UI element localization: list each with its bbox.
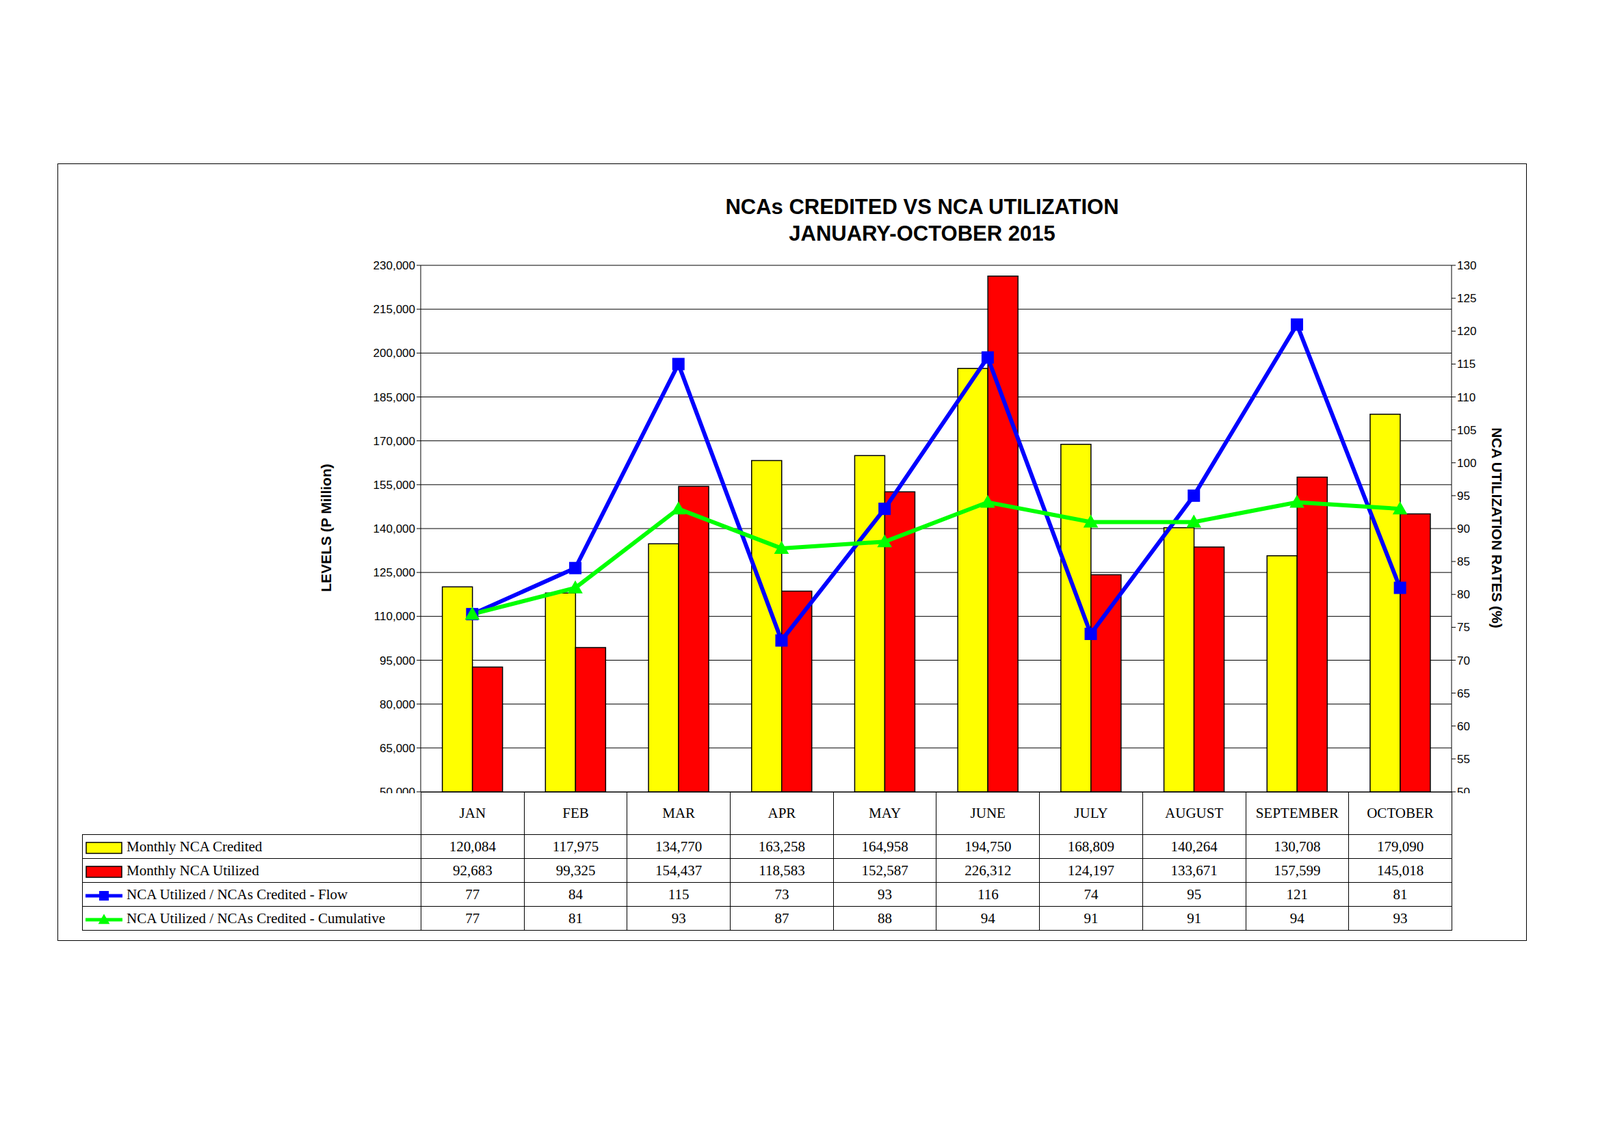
html-text:118,583: 118,583 <box>758 862 805 879</box>
html-text:JUNE: JUNE <box>970 805 1006 822</box>
html-text:163,258: 163,258 <box>758 838 806 855</box>
html-text:95: 95 <box>1186 886 1202 903</box>
html-text:81: 81 <box>1393 886 1408 903</box>
html-text:APR: APR <box>767 805 796 822</box>
svg-text:55: 55 <box>1457 753 1471 767</box>
html-text:JULY: JULY <box>1074 805 1108 822</box>
html-text:226,312: 226,312 <box>964 862 1012 879</box>
html-text:130,708: 130,708 <box>1273 838 1321 855</box>
html-text:Monthly NCA Credited: Monthly NCA Credited <box>126 838 263 855</box>
svg-text:60: 60 <box>1457 720 1471 734</box>
html-text:120,084: 120,084 <box>449 838 496 855</box>
html-text:JAN: JAN <box>459 805 486 822</box>
svg-text:230,000: 230,000 <box>373 259 416 273</box>
svg-text:115: 115 <box>1457 357 1476 371</box>
svg-text:170,000: 170,000 <box>373 435 416 449</box>
svg-text:80,000: 80,000 <box>379 698 416 712</box>
html-text:84: 84 <box>568 886 583 903</box>
html-text:91: 91 <box>1083 910 1099 927</box>
html-text:168,809: 168,809 <box>1067 838 1115 855</box>
html-text:MAR: MAR <box>662 805 696 822</box>
svg-text:70: 70 <box>1457 654 1471 668</box>
svg-text:105: 105 <box>1457 424 1477 438</box>
svg-text:120: 120 <box>1457 324 1477 338</box>
html-text:81: 81 <box>568 910 583 927</box>
svg-text:125: 125 <box>1457 292 1477 306</box>
html-text:NCA UTILIZATION RATES (%): NCA UTILIZATION RATES (%) <box>1489 427 1505 629</box>
html-text:LEVELS (P Million): LEVELS (P Million) <box>318 463 334 593</box>
svg-text:100: 100 <box>1457 456 1477 470</box>
svg-text:110: 110 <box>1457 391 1476 405</box>
svg-text:90: 90 <box>1457 522 1471 536</box>
html-text:117,975: 117,975 <box>552 838 599 855</box>
html-text:FEB: FEB <box>562 805 589 822</box>
svg-text:155,000: 155,000 <box>373 478 416 492</box>
svg-text:95: 95 <box>1457 489 1471 503</box>
html-text:92,683: 92,683 <box>452 862 493 879</box>
svg-text:80: 80 <box>1457 588 1471 602</box>
html-text:179,090: 179,090 <box>1376 838 1424 855</box>
svg-text:75: 75 <box>1457 621 1471 635</box>
html-text:91: 91 <box>1186 910 1202 927</box>
html-text:124,197: 124,197 <box>1067 862 1115 879</box>
html-text:NCA Utilized / NCAs Credited -: NCA Utilized / NCAs Credited - Cumulativ… <box>126 910 386 927</box>
html-text:OCTOBER: OCTOBER <box>1366 805 1434 822</box>
html-text:99,325: 99,325 <box>555 862 596 879</box>
html-text:NCA Utilized / NCAs Credited -: NCA Utilized / NCAs Credited - Flow <box>126 886 348 903</box>
svg-text:50: 50 <box>1457 785 1471 794</box>
svg-text:130: 130 <box>1457 259 1477 273</box>
svg-text:125,000: 125,000 <box>373 566 416 580</box>
html-text:115: 115 <box>668 886 690 903</box>
html-text:133,671: 133,671 <box>1170 862 1218 879</box>
html-text:157,599: 157,599 <box>1273 862 1321 879</box>
svg-text:95,000: 95,000 <box>379 654 416 668</box>
html-text:MAY: MAY <box>868 805 901 822</box>
html-text:Monthly NCA Utilized: Monthly NCA Utilized <box>126 862 260 879</box>
html-text:140,264: 140,264 <box>1170 838 1218 855</box>
html-text:77: 77 <box>465 886 480 903</box>
html-text:152,587: 152,587 <box>861 862 909 879</box>
html-text:164,958: 164,958 <box>861 838 909 855</box>
html-text:AUGUST: AUGUST <box>1165 805 1224 822</box>
svg-text:85: 85 <box>1457 555 1471 569</box>
html-text:JANUARY-OCTOBER 2015: JANUARY-OCTOBER 2015 <box>788 221 1056 246</box>
html-text:88: 88 <box>877 910 893 927</box>
html-text:116: 116 <box>977 886 999 903</box>
html-text:73: 73 <box>774 886 789 903</box>
svg-text:215,000: 215,000 <box>373 303 416 317</box>
html-text:134,770: 134,770 <box>655 838 703 855</box>
html-text:93: 93 <box>1393 910 1408 927</box>
html-text:87: 87 <box>774 910 789 927</box>
html-text:74: 74 <box>1083 886 1099 903</box>
html-text:NCAs CREDITED VS NCA UTILIZATI: NCAs CREDITED VS NCA UTILIZATION <box>725 194 1119 219</box>
html-text:121: 121 <box>1286 886 1308 903</box>
html-text:77: 77 <box>465 910 480 927</box>
html-text:194,750: 194,750 <box>964 838 1012 855</box>
svg-text:140,000: 140,000 <box>373 522 416 536</box>
html-text:93: 93 <box>877 886 893 903</box>
svg-text:200,000: 200,000 <box>373 346 416 360</box>
svg-text:65: 65 <box>1457 687 1471 701</box>
svg-text:185,000: 185,000 <box>373 391 416 405</box>
html-text:94: 94 <box>1289 910 1305 927</box>
svg-text:65,000: 65,000 <box>379 742 416 756</box>
html-text:94: 94 <box>980 910 996 927</box>
html-text:SEPTEMBER: SEPTEMBER <box>1255 805 1339 822</box>
svg-text:110,000: 110,000 <box>374 610 416 624</box>
html-text:93: 93 <box>671 910 686 927</box>
html-text:145,018: 145,018 <box>1376 862 1424 879</box>
html-text:154,437: 154,437 <box>655 862 703 879</box>
svg-text:50,000: 50,000 <box>379 785 416 794</box>
